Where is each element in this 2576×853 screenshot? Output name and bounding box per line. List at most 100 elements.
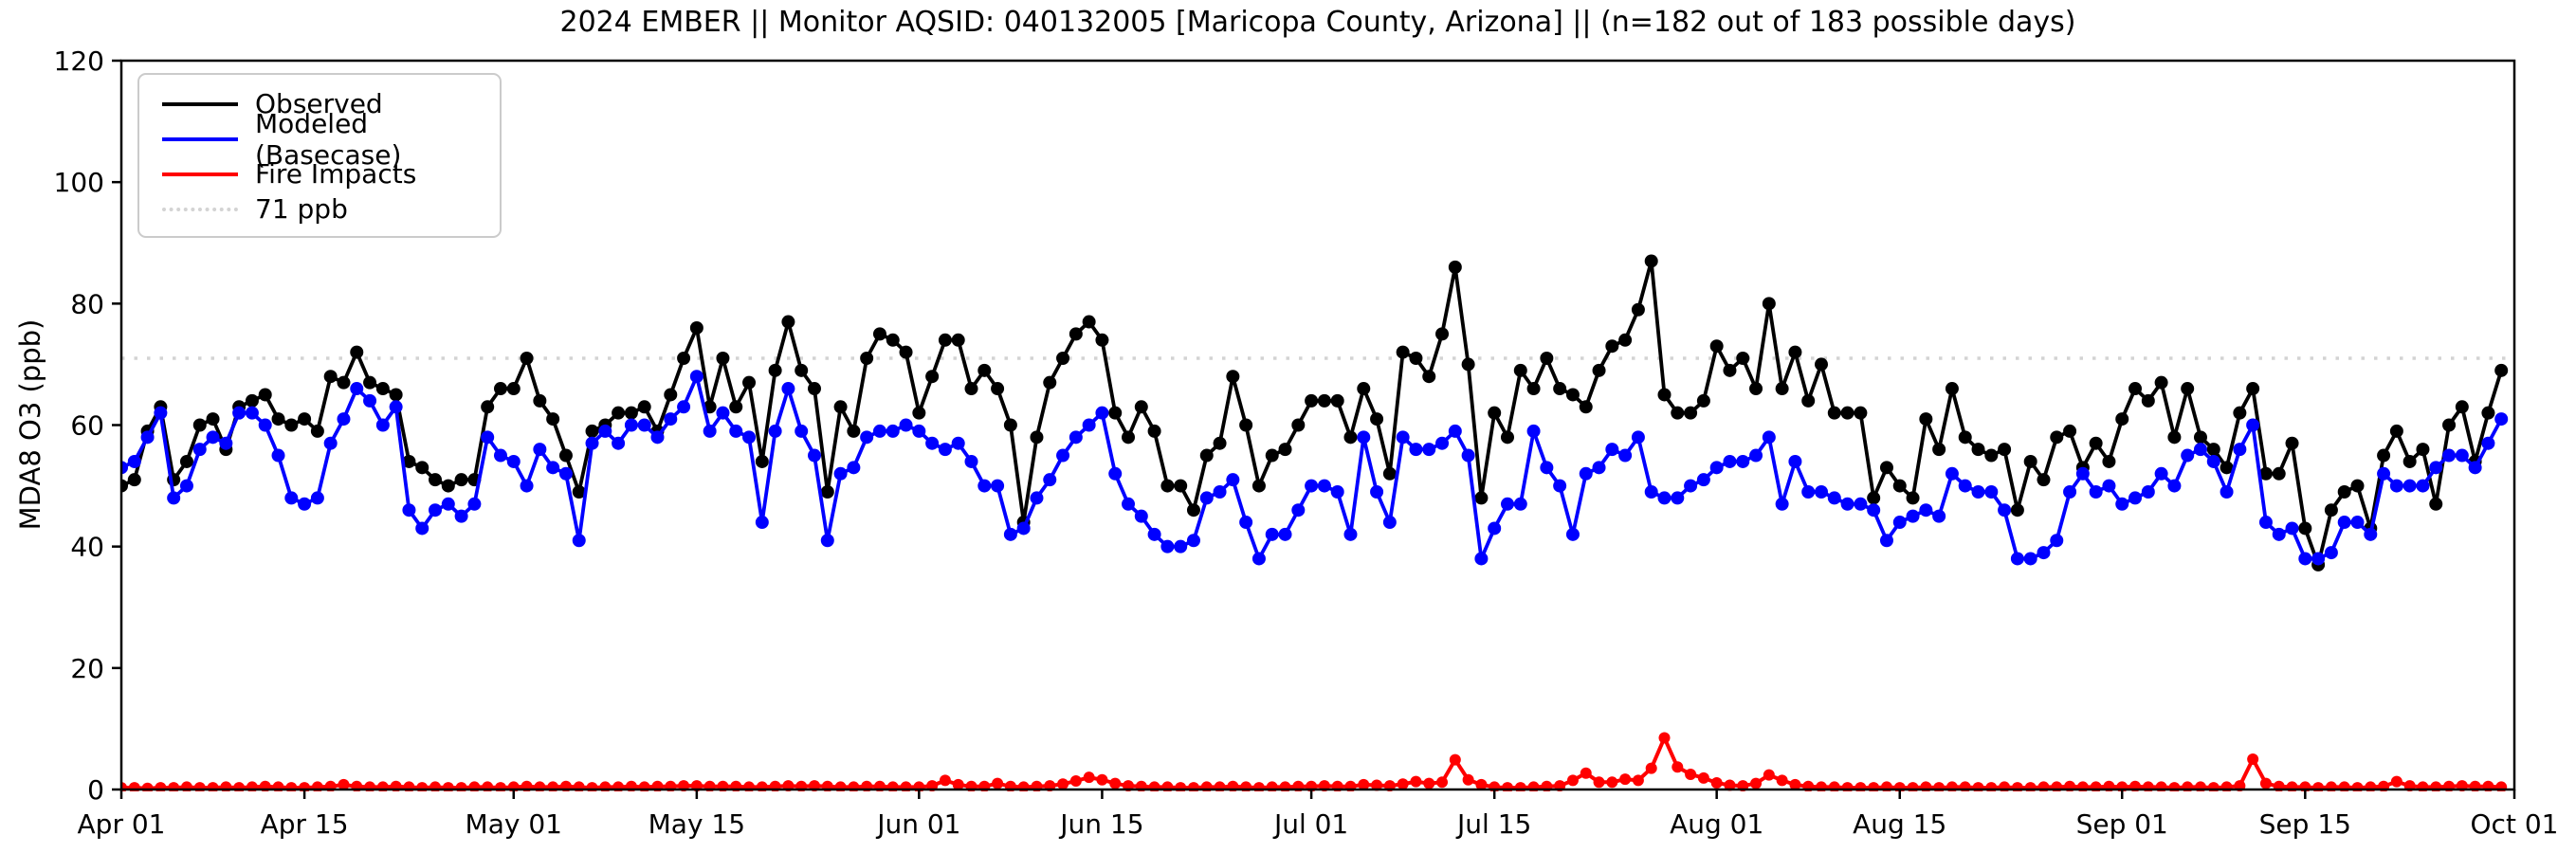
data-point <box>389 400 403 414</box>
data-point <box>1709 461 1724 475</box>
data-point <box>833 400 848 414</box>
data-point <box>1239 516 1253 530</box>
data-point <box>245 406 259 420</box>
data-point <box>1945 382 1959 396</box>
data-point <box>1474 491 1489 505</box>
legend-label: Modeled (Basecase) <box>255 107 402 171</box>
data-point <box>1108 406 1123 420</box>
data-point <box>1697 771 1709 784</box>
data-point <box>441 479 455 493</box>
data-point <box>1317 479 1331 493</box>
data-point <box>2051 781 2063 791</box>
data-point <box>689 320 703 335</box>
data-point <box>1513 497 1527 511</box>
data-point <box>1892 479 1907 493</box>
data-point <box>2076 781 2089 791</box>
data-point <box>2128 491 2143 505</box>
data-point <box>311 781 323 791</box>
data-point <box>1449 753 1461 766</box>
data-point <box>1305 393 1319 408</box>
data-point <box>755 454 769 468</box>
x-tick-label: Jun 01 <box>875 808 960 840</box>
data-point <box>1410 775 1422 788</box>
data-point <box>1696 393 1710 408</box>
data-point <box>964 454 978 468</box>
data-point <box>795 424 809 438</box>
data-point <box>1397 778 1409 790</box>
data-point <box>572 534 586 548</box>
data-point <box>271 412 285 426</box>
data-point <box>637 418 651 432</box>
data-point <box>991 382 1005 396</box>
data-point <box>1357 382 1371 396</box>
data-point <box>2258 466 2273 481</box>
data-point <box>755 516 769 530</box>
data-point <box>1723 363 1737 377</box>
data-point <box>1592 363 1606 377</box>
data-point <box>1265 527 1279 541</box>
data-point <box>310 491 324 505</box>
data-point <box>977 479 992 493</box>
data-point <box>1422 443 1436 457</box>
data-point <box>1906 491 1920 505</box>
data-point <box>1827 491 1841 505</box>
data-point <box>952 778 964 790</box>
data-point <box>768 363 782 377</box>
data-point <box>1658 732 1671 744</box>
data-point <box>558 466 573 481</box>
data-point <box>1880 781 1892 791</box>
data-point <box>2206 443 2220 457</box>
data-point <box>2389 479 2403 493</box>
data-point <box>2220 484 2234 499</box>
data-point <box>1199 491 1214 505</box>
data-point <box>1605 443 1619 457</box>
data-point <box>2272 466 2286 481</box>
data-point <box>2285 436 2299 450</box>
data-point <box>847 424 861 438</box>
data-point <box>1854 497 1868 511</box>
data-point <box>1958 479 1972 493</box>
data-point <box>1069 327 1083 341</box>
data-point <box>1671 491 1685 505</box>
fire-line-swatch <box>162 172 238 176</box>
data-point <box>468 781 481 791</box>
data-point <box>429 781 442 791</box>
data-point <box>1409 352 1423 366</box>
data-point <box>2389 424 2403 438</box>
data-point <box>1082 315 1096 329</box>
data-point <box>1828 781 1840 791</box>
data-point <box>2312 782 2325 791</box>
data-point <box>1645 762 1657 774</box>
data-point <box>481 400 495 414</box>
legend-item-fire: Fire Impacts <box>162 156 500 191</box>
data-point <box>677 400 691 414</box>
data-point <box>2402 454 2417 468</box>
data-point <box>1815 484 1829 499</box>
data-point <box>872 424 886 438</box>
data-point <box>1500 430 1514 445</box>
data-point <box>534 781 546 791</box>
x-tick-label: Apr 01 <box>78 808 166 840</box>
data-point <box>573 781 585 791</box>
data-point <box>1840 406 1854 420</box>
data-point <box>192 418 207 432</box>
data-point <box>1160 539 1175 554</box>
data-point <box>1618 333 1633 347</box>
data-point <box>742 430 757 445</box>
data-point <box>2351 782 2364 791</box>
data-point <box>1122 430 1136 445</box>
y-tick-label: 40 <box>70 532 104 563</box>
threshold-line-swatch <box>162 207 238 211</box>
data-point <box>1422 370 1436 384</box>
data-point <box>1056 448 1070 463</box>
y-tick-label: 60 <box>70 410 104 442</box>
data-point <box>1540 352 1554 366</box>
data-point <box>1592 461 1606 475</box>
data-point <box>807 448 821 463</box>
data-point <box>886 781 899 791</box>
data-point <box>441 497 455 511</box>
data-point <box>2207 782 2220 791</box>
data-point <box>1174 479 1188 493</box>
data-point <box>1239 418 1253 432</box>
data-point <box>2286 781 2298 791</box>
